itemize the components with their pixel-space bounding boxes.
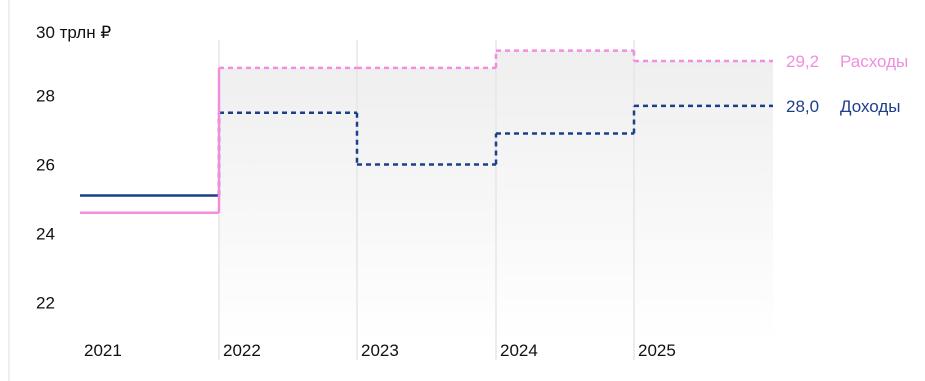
series-name-Расходы: Расходы (840, 52, 908, 71)
x-tick-label: 2025 (638, 341, 676, 360)
series-end-value-Доходы: 28,0 (786, 97, 819, 116)
y-tick-label: 24 (36, 225, 55, 244)
y-tick-label: 22 (36, 294, 55, 313)
forecast-band-2025 (634, 61, 773, 342)
x-tick-label: 2023 (361, 341, 399, 360)
forecast-band-2024 (496, 50, 634, 343)
y-tick-label: 28 (36, 87, 55, 106)
series-end-value-Расходы: 29,2 (786, 52, 819, 71)
left-border (8, 0, 10, 381)
forecast-band-2022 (219, 67, 357, 343)
y-tick-label: 26 (36, 156, 55, 175)
forecast-band-2023 (357, 67, 496, 343)
x-tick-label: 2024 (500, 341, 538, 360)
unit-label: 30 трлн ₽ (36, 23, 111, 42)
x-tick-label: 2021 (84, 341, 122, 360)
series-name-Доходы: Доходы (840, 97, 901, 116)
x-tick-label: 2022 (223, 341, 261, 360)
